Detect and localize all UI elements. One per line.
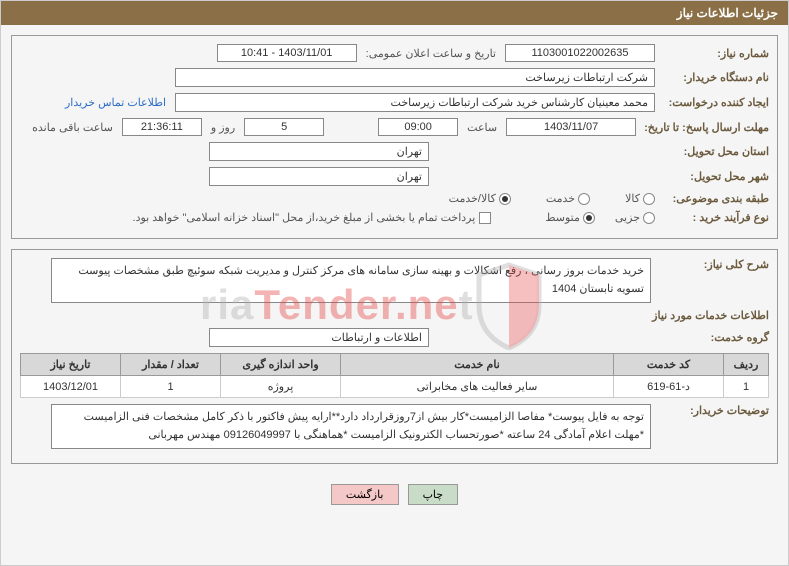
checkbox-payment[interactable] bbox=[479, 212, 491, 224]
th-code: کد خدمت bbox=[614, 354, 724, 376]
value-need-desc: خرید خدمات بروز رسانی ، رفع اشکالات و به… bbox=[51, 258, 651, 303]
print-button[interactable]: چاپ bbox=[408, 484, 459, 505]
label-service-group: گروه خدمت: bbox=[659, 331, 769, 344]
cell-unit: پروژه bbox=[221, 376, 341, 398]
table-row: 1 د-61-619 سایر فعالیت های مخابراتی پروژ… bbox=[21, 376, 769, 398]
cell-row: 1 bbox=[724, 376, 769, 398]
radio-service-label: خدمت bbox=[546, 192, 575, 205]
description-section: شرح کلی نیاز: خرید خدمات بروز رسانی ، رف… bbox=[11, 249, 778, 464]
value-days: 5 bbox=[244, 118, 324, 136]
radio-goods-service[interactable] bbox=[499, 193, 511, 205]
cell-code: د-61-619 bbox=[614, 376, 724, 398]
content-area: شماره نیاز: 1103001022002635 تاریخ و ساع… bbox=[1, 25, 788, 525]
value-buyer-notes: توجه به فایل پیوست* مفاصا الزامیست*کار ب… bbox=[51, 404, 651, 449]
label-need-number: شماره نیاز: bbox=[659, 47, 769, 60]
th-date: تاریخ نیاز bbox=[21, 354, 121, 376]
value-service-group: اطلاعات و ارتباطات bbox=[209, 328, 429, 347]
label-deadline: مهلت ارسال پاسخ: تا تاریخ: bbox=[640, 121, 769, 134]
radio-goods-service-label: کالا/خدمت bbox=[449, 192, 496, 205]
label-buyer-notes: توضیحات خریدار: bbox=[659, 404, 769, 417]
radio-goods-label: کالا bbox=[625, 192, 640, 205]
th-unit: واحد اندازه گیری bbox=[221, 354, 341, 376]
label-announce-datetime: تاریخ و ساعت اعلان عمومی: bbox=[361, 47, 501, 60]
value-need-number: 1103001022002635 bbox=[505, 44, 655, 62]
services-table: ردیف کد خدمت نام خدمت واحد اندازه گیری ت… bbox=[20, 353, 769, 398]
label-buyer-org: نام دستگاه خریدار: bbox=[659, 71, 769, 84]
services-section-title: اطلاعات خدمات مورد نیاز bbox=[20, 309, 769, 322]
label-category: طبقه بندی موضوعی: bbox=[659, 192, 769, 205]
details-section: شماره نیاز: 1103001022002635 تاریخ و ساع… bbox=[11, 35, 778, 239]
category-radio-group: کالا خدمت کالا/خدمت bbox=[449, 192, 655, 205]
radio-medium-label: متوسط bbox=[545, 211, 580, 224]
value-delivery-province: تهران bbox=[209, 142, 429, 161]
radio-medium[interactable] bbox=[583, 212, 595, 224]
radio-goods[interactable] bbox=[643, 193, 655, 205]
value-buyer-org: شرکت ارتباطات زیرساخت bbox=[175, 68, 655, 87]
cell-qty: 1 bbox=[121, 376, 221, 398]
th-qty: تعداد / مقدار bbox=[121, 354, 221, 376]
value-announce-datetime: 1403/11/01 - 10:41 bbox=[217, 44, 357, 62]
back-button[interactable]: بازگشت bbox=[331, 484, 399, 505]
th-name: نام خدمت bbox=[341, 354, 614, 376]
header-title: جزئیات اطلاعات نیاز bbox=[1, 1, 788, 25]
cell-date: 1403/12/01 bbox=[21, 376, 121, 398]
th-row: ردیف bbox=[724, 354, 769, 376]
radio-minor-label: جزیی bbox=[615, 211, 640, 224]
value-deadline-hour: 09:00 bbox=[378, 118, 458, 136]
main-window: جزئیات اطلاعات نیاز شماره نیاز: 11030010… bbox=[0, 0, 789, 566]
process-radio-group: جزیی متوسط bbox=[545, 211, 655, 224]
cell-name: سایر فعالیت های مخابراتی bbox=[341, 376, 614, 398]
table-header-row: ردیف کد خدمت نام خدمت واحد اندازه گیری ت… bbox=[21, 354, 769, 376]
label-hour: ساعت bbox=[462, 121, 502, 134]
label-delivery-city: شهر محل تحویل: bbox=[659, 170, 769, 183]
label-need-desc: شرح کلی نیاز: bbox=[659, 258, 769, 271]
value-requester: محمد معینیان کارشناس خرید شرکت ارتباطات … bbox=[175, 93, 655, 112]
checkbox-payment-label: پرداخت تمام یا بخشی از مبلغ خرید،از محل … bbox=[133, 211, 476, 224]
value-remaining-time: 21:36:11 bbox=[122, 118, 202, 136]
label-process-type: نوع فرآیند خرید : bbox=[659, 211, 769, 224]
value-deadline-date: 1403/11/07 bbox=[506, 118, 636, 136]
label-delivery-province: استان محل تحویل: bbox=[659, 145, 769, 158]
radio-service[interactable] bbox=[578, 193, 590, 205]
radio-minor[interactable] bbox=[643, 212, 655, 224]
label-days-and: روز و bbox=[206, 121, 240, 134]
button-bar: چاپ بازگشت bbox=[11, 474, 778, 515]
label-requester: ایجاد کننده درخواست: bbox=[659, 96, 769, 109]
label-remaining: ساعت باقی مانده bbox=[27, 121, 118, 134]
buyer-contact-link[interactable]: اطلاعات تماس خریدار bbox=[65, 96, 171, 109]
value-delivery-city: تهران bbox=[209, 167, 429, 186]
